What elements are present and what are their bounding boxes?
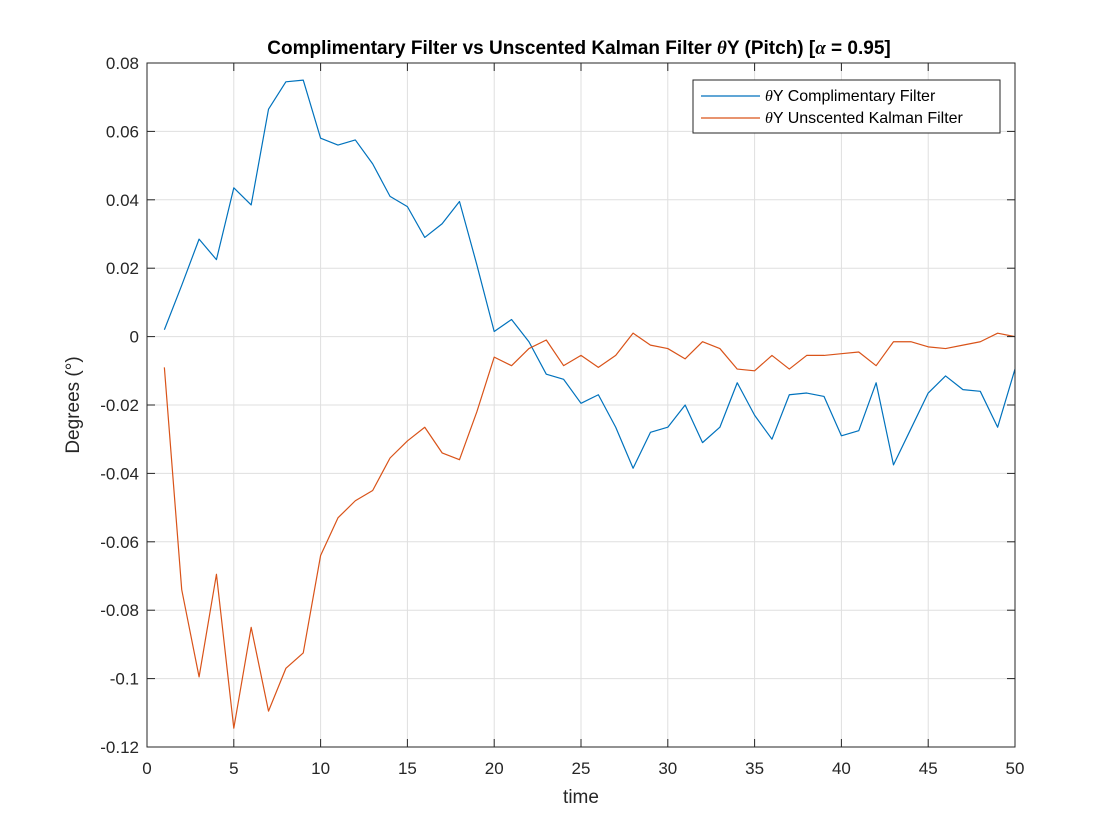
- y-tick-label: 0.08: [106, 54, 139, 73]
- x-tick-label: 30: [658, 759, 677, 778]
- ticks: [146, 62, 1016, 748]
- x-tick-label: 10: [311, 759, 330, 778]
- x-tick-label: 35: [745, 759, 764, 778]
- y-axis-label: Degrees (°): [63, 356, 84, 453]
- y-tick-labels: 0.08 0.06 0.04 0.02 0 -0.02 -0.04 -0.06 -0.08 -0.…: [100, 54, 139, 757]
- y-tick-label: -0.02: [100, 396, 139, 415]
- legend-label-ukf: θY Unscented Kalman Filter: [765, 110, 964, 127]
- y-tick-label: -0.04: [100, 464, 139, 483]
- chart-title: Complimentary Filter vs Unscented Kalman…: [267, 38, 890, 59]
- y-tick-label: 0.02: [106, 259, 139, 278]
- x-tick-label: 20: [485, 759, 504, 778]
- y-tick-label: 0.06: [106, 122, 139, 141]
- x-tick-label: 0: [142, 759, 151, 778]
- x-tick-label: 50: [1006, 759, 1025, 778]
- y-tick-label: -0.08: [100, 601, 139, 620]
- x-tick-label: 40: [832, 759, 851, 778]
- series-line-complimentary-filter: [163, 79, 1016, 469]
- x-tick-label: 15: [398, 759, 417, 778]
- x-tick-label: 45: [919, 759, 938, 778]
- legend-box: [692, 79, 1001, 134]
- y-tick-label: -0.06: [100, 533, 139, 552]
- x-tick-labels: 0 5 10 15 20 25 30 35 40 45 50: [142, 759, 1024, 778]
- x-axis-label: time: [563, 787, 599, 808]
- series-line-unscented-kalman-filter: [163, 332, 1016, 729]
- y-tick-label: 0: [130, 328, 139, 347]
- series-layer: [163, 79, 1016, 729]
- y-tick-label: -0.1: [110, 670, 139, 689]
- legend-label-complimentary: θY Complimentary Filter: [765, 88, 936, 105]
- x-tick-label: 25: [572, 759, 591, 778]
- x-tick-label: 5: [229, 759, 238, 778]
- legend: θY Complimentary Filter θY Unscented Kal…: [692, 79, 1001, 134]
- y-tick-label: -0.12: [100, 738, 139, 757]
- y-tick-label: 0.04: [106, 191, 139, 210]
